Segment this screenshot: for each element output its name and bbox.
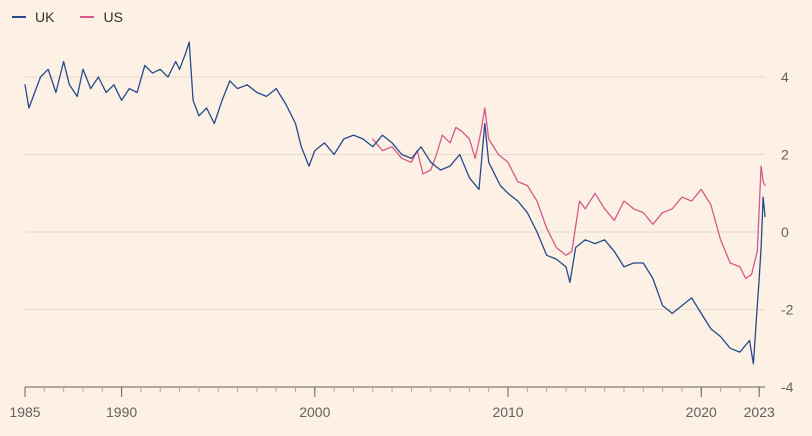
- legend-item-uk: UK: [12, 9, 54, 25]
- series-line-us: [372, 107, 766, 280]
- legend-label-us: US: [103, 9, 123, 25]
- y-tick-label: 4: [781, 69, 789, 85]
- legend-label-uk: UK: [35, 9, 55, 25]
- legend-swatch-us: [80, 16, 95, 18]
- x-tick-label: 1990: [106, 404, 137, 420]
- y-tick-label: -2: [781, 302, 794, 318]
- legend-item-us: US: [80, 9, 123, 25]
- x-tick-label: 2020: [686, 404, 717, 420]
- x-tick-label: 1985: [9, 404, 40, 420]
- y-tick-label: 2: [781, 147, 789, 163]
- y-tick-label: 0: [781, 224, 789, 240]
- series-line-uk: [24, 41, 766, 365]
- x-tick-label: 2010: [492, 404, 523, 420]
- legend-swatch-uk: [12, 16, 26, 18]
- x-tick-label: 2000: [299, 404, 330, 420]
- x-tick-label: 2023: [744, 404, 775, 420]
- chart-legend: UK US: [12, 9, 123, 25]
- y-tick-label: -4: [781, 379, 794, 395]
